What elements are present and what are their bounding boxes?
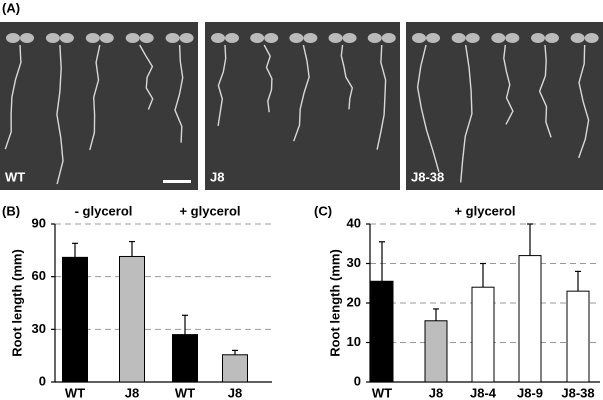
leaf xyxy=(45,33,60,43)
root xyxy=(174,44,184,143)
leaf xyxy=(584,33,599,43)
x-tick-label: J8-9 xyxy=(517,385,543,400)
leaf xyxy=(465,33,480,43)
leaf xyxy=(139,33,154,43)
chart-title: + glycerol xyxy=(454,203,515,218)
leaf xyxy=(289,33,304,43)
bar xyxy=(424,320,448,383)
leaf xyxy=(125,33,140,43)
leaf xyxy=(530,33,545,43)
leaf xyxy=(250,33,265,43)
y-tick-label: 40 xyxy=(347,215,361,230)
y-tick-label: 90 xyxy=(32,215,46,230)
y-tick-label: 0 xyxy=(354,373,361,388)
leaf xyxy=(85,33,100,43)
root xyxy=(376,44,387,150)
y-tick-label: 60 xyxy=(32,268,46,283)
group-label: + glycerol xyxy=(179,203,240,218)
bar xyxy=(471,286,495,383)
y-tick-label: 30 xyxy=(347,255,361,270)
root xyxy=(416,44,440,173)
root xyxy=(293,44,310,142)
bar xyxy=(119,255,145,383)
leaf xyxy=(412,33,426,43)
bar xyxy=(518,255,542,383)
leaf xyxy=(451,33,466,43)
y-axis-label: Root length (mm) xyxy=(327,249,342,357)
y-tick-label: 10 xyxy=(347,334,361,349)
root xyxy=(139,44,154,110)
y-tick-label: 0 xyxy=(39,373,46,388)
photo-label: J8-38 xyxy=(411,169,444,184)
leaf xyxy=(544,33,559,43)
x-tick-label: J8-38 xyxy=(561,385,594,400)
leaf xyxy=(99,33,114,43)
root xyxy=(340,44,354,110)
leaf xyxy=(328,33,343,43)
bar xyxy=(172,334,198,383)
leaf xyxy=(303,33,318,43)
leaf xyxy=(570,33,585,43)
leaf xyxy=(426,33,440,43)
x-tick-label: J8 xyxy=(228,385,242,400)
photo xyxy=(205,22,400,190)
leaf xyxy=(6,33,20,43)
scale-bar xyxy=(163,180,191,183)
bar xyxy=(566,290,590,383)
x-tick-label: J8 xyxy=(125,385,139,400)
root xyxy=(217,44,227,127)
x-tick-label: WT xyxy=(372,385,392,400)
leaf xyxy=(59,33,74,43)
x-tick-label: WT xyxy=(65,385,85,400)
root xyxy=(4,44,22,150)
photos: WT J8 J8-38 xyxy=(0,22,603,190)
y-tick-label: 20 xyxy=(347,294,361,309)
root xyxy=(538,44,552,138)
leaf xyxy=(20,33,34,43)
photo-label: WT xyxy=(5,169,25,184)
group-label: - glycerol xyxy=(75,203,133,218)
root xyxy=(578,44,590,159)
root xyxy=(503,44,514,125)
leaf xyxy=(264,33,279,43)
panel-label: (A) xyxy=(2,0,20,15)
leaf xyxy=(505,33,520,43)
x-tick-label: WT xyxy=(175,385,195,400)
root xyxy=(460,44,473,183)
leaf xyxy=(342,33,357,43)
x-tick-label: J8-4 xyxy=(470,385,497,400)
panel-label: (B) xyxy=(2,203,20,218)
leaf xyxy=(367,33,382,43)
leaf xyxy=(225,33,239,43)
y-axis-label: Root length (mm) xyxy=(9,249,24,357)
panel-label: (C) xyxy=(314,203,332,218)
x-tick-label: J8 xyxy=(429,385,443,400)
bar xyxy=(370,280,394,383)
bar xyxy=(62,256,88,383)
photo-label: J8 xyxy=(210,169,224,184)
bar xyxy=(222,354,248,383)
leaf xyxy=(179,33,194,43)
root xyxy=(89,44,101,151)
root xyxy=(263,44,273,113)
leaf xyxy=(381,33,396,43)
leaf xyxy=(491,33,506,43)
root xyxy=(56,44,64,185)
y-tick-label: 30 xyxy=(32,321,46,336)
leaf xyxy=(211,33,225,43)
leaf xyxy=(165,33,180,43)
